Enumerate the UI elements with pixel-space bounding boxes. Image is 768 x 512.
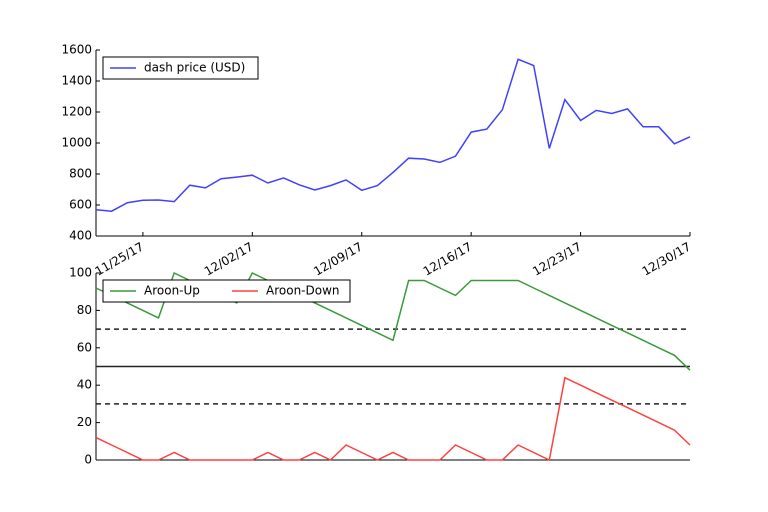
y-tick-label: 100 xyxy=(69,266,92,280)
legend-label: Aroon-Down xyxy=(266,284,340,298)
y-tick-label: 1200 xyxy=(61,105,92,119)
y-tick-label: 20 xyxy=(77,415,92,429)
y-tick-label: 1600 xyxy=(61,43,92,57)
y-tick-label: 800 xyxy=(69,167,92,181)
legend-box xyxy=(102,56,259,80)
x-tick-label: 11/25/17 xyxy=(92,240,146,279)
y-tick-label: 80 xyxy=(77,303,92,317)
x-tick-label: 12/23/17 xyxy=(530,240,584,279)
y-tick-label: 1000 xyxy=(61,136,92,150)
y-tick-label: 1400 xyxy=(61,74,92,88)
y-tick-label: 40 xyxy=(77,378,92,392)
legend: dash price (USD) xyxy=(102,56,259,80)
data-line xyxy=(95,58,691,212)
y-tick-label: 60 xyxy=(77,340,92,354)
x-tick-label: 12/09/17 xyxy=(311,240,365,279)
x-tick-label: 12/30/17 xyxy=(640,240,694,279)
x-tick-label: 12/16/17 xyxy=(421,240,475,279)
legend-label: dash price (USD) xyxy=(144,61,245,75)
legend-box xyxy=(102,279,351,303)
y-tick-label: 400 xyxy=(69,229,92,243)
x-tick-label: 12/02/17 xyxy=(202,240,256,279)
legend-label: Aroon-Up xyxy=(144,284,200,298)
y-tick-label: 600 xyxy=(69,198,92,212)
y-tick-label: 0 xyxy=(84,453,92,467)
legend: Aroon-Up Aroon-Down xyxy=(102,279,351,303)
data-line xyxy=(95,376,691,462)
